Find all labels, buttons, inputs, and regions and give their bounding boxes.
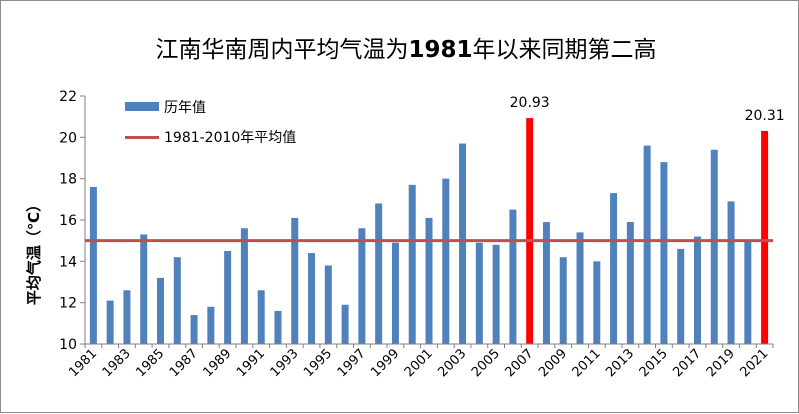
bar-1996 (341, 304, 349, 344)
bar-1992 (274, 310, 282, 344)
bar-2009 (559, 257, 567, 344)
x-tick-label: 2007 (503, 346, 537, 380)
bar-2005 (492, 244, 500, 344)
x-tick-label: 1997 (335, 346, 369, 380)
bar-2006 (509, 209, 517, 344)
y-tick-label: 20 (59, 130, 77, 146)
bar-1988 (207, 306, 215, 344)
data-label-2021: 20.31 (745, 108, 785, 124)
bar-1997 (358, 228, 366, 344)
legend-average-swatch (125, 136, 159, 139)
bar-2019 (727, 201, 735, 344)
y-tick-label: 12 (59, 296, 77, 312)
bar-2018 (710, 149, 718, 344)
y-tick-label: 18 (59, 172, 77, 188)
bar-1994 (308, 253, 316, 344)
bar-1987 (190, 315, 198, 344)
y-axis-ticks: 10 12 14 16 18 20 22 (59, 89, 85, 353)
bar-2016 (677, 248, 685, 344)
x-tick-label: 2003 (435, 346, 469, 380)
axes (84, 96, 773, 345)
legend: 历年值 1981-2010年平均值 (125, 100, 296, 146)
x-tick-label: 1999 (368, 346, 402, 380)
data-label-2007: 20.93 (510, 95, 550, 111)
x-tick-label: 2019 (704, 346, 738, 380)
x-axis-ticks: 1981 1983 1985 1987 1989 1991 1993 1995 1997 1999… (66, 344, 774, 380)
y-tick-label: 10 (59, 337, 77, 353)
bar-2008 (542, 222, 550, 344)
y-tick-label: 14 (59, 254, 77, 270)
bar-1989 (224, 251, 232, 344)
bar-1995 (324, 265, 332, 344)
bar-highlight-2007 (526, 118, 534, 344)
x-tick-label: 2021 (737, 346, 771, 380)
bar-1986 (173, 257, 181, 344)
bar-2015 (660, 162, 668, 344)
bar-2004 (475, 242, 483, 344)
bar-1998 (375, 203, 383, 344)
x-tick-label: 2001 (402, 346, 436, 380)
x-tick-label: 1991 (234, 346, 268, 380)
x-tick-label: 1993 (268, 346, 302, 380)
bar-2011 (593, 261, 601, 344)
y-tick-label: 22 (59, 89, 77, 105)
x-tick-label: 1983 (100, 346, 134, 380)
bar-2001 (425, 217, 433, 344)
bar-2012 (610, 193, 618, 344)
bar-1985 (157, 277, 165, 344)
bar-1993 (291, 217, 299, 344)
bar-1991 (257, 290, 265, 344)
x-tick-label: 1987 (167, 346, 201, 380)
bar-1981 (89, 186, 97, 344)
bar-1990 (240, 228, 248, 344)
x-tick-label: 1989 (200, 346, 234, 380)
bar-2013 (626, 222, 634, 344)
x-tick-label: 2017 (670, 346, 704, 380)
bar-1984 (140, 234, 148, 344)
bar-1982 (106, 300, 114, 344)
x-tick-label: 1985 (133, 346, 167, 380)
bar-2020 (744, 240, 752, 344)
bars-group (89, 118, 769, 344)
bar-2002 (442, 178, 450, 344)
x-tick-label: 2011 (570, 346, 604, 380)
chart-title: 江南华南周内平均气温为1981年以来同期第二高 (155, 37, 656, 63)
bar-highlight-2021 (761, 130, 769, 344)
x-tick-label: 1995 (301, 346, 335, 380)
bar-2010 (576, 232, 584, 344)
bar-2003 (459, 143, 467, 344)
y-tick-label: 16 (59, 213, 77, 229)
bar-2000 (408, 184, 416, 344)
x-tick-label: 2015 (637, 346, 671, 380)
y-axis-label: 平均气温（℃） (25, 197, 43, 305)
legend-bar-label: 历年值 (164, 100, 206, 116)
bar-2014 (643, 145, 651, 344)
highlight-value-labels: 20.93 20.31 (510, 95, 785, 124)
legend-bar-swatch (125, 102, 159, 111)
x-tick-label: 2013 (603, 346, 637, 380)
x-tick-label: 2009 (536, 346, 570, 380)
legend-average-label: 1981-2010年平均值 (164, 130, 296, 146)
bar-2017 (693, 236, 701, 344)
x-tick-label: 2005 (469, 346, 503, 380)
bar-1999 (391, 242, 399, 344)
bar-1983 (123, 290, 131, 344)
